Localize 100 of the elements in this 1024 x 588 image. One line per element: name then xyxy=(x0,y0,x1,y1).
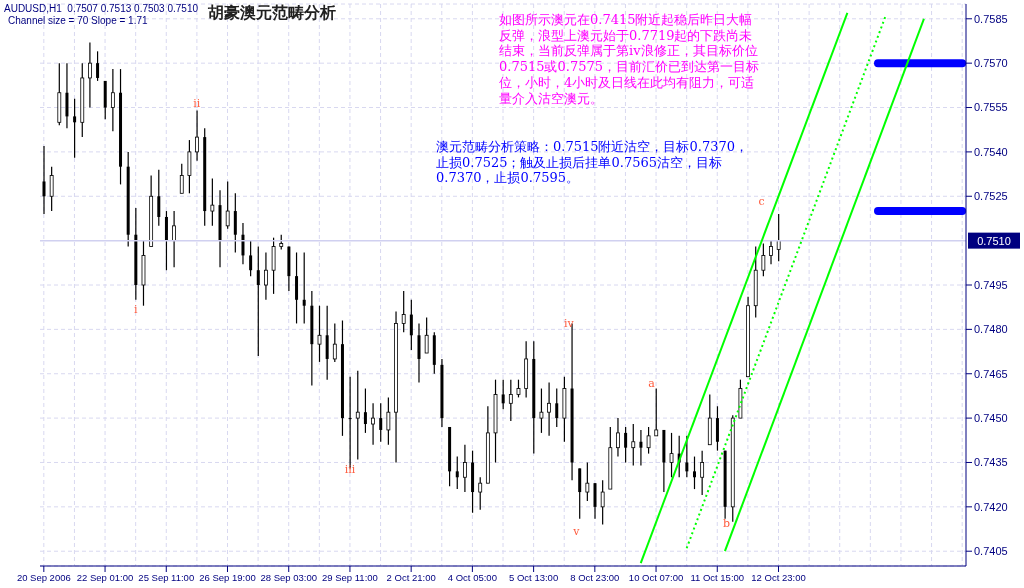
chart-title: 胡豪澳元范畴分析 xyxy=(208,3,336,24)
candlestick xyxy=(539,387,544,434)
candlestick xyxy=(210,177,215,227)
candlestick xyxy=(631,423,636,467)
candlestick xyxy=(379,402,383,443)
candlestick xyxy=(49,166,54,212)
x-tick-label: 4 Oct 05:00 xyxy=(447,571,497,583)
candlestick xyxy=(302,251,306,325)
annotation: Channel size = 70 Slope = 1.71 xyxy=(8,15,148,27)
candlestick xyxy=(317,305,322,363)
candlestick xyxy=(264,251,268,301)
candlestick xyxy=(600,479,605,526)
candlestick xyxy=(271,237,276,295)
candlestick xyxy=(693,455,696,490)
candlestick xyxy=(501,379,505,410)
candlestick xyxy=(325,305,329,381)
annotation: i xyxy=(132,303,139,316)
y-tick-label: 0.7495 xyxy=(974,278,1008,291)
candlestick xyxy=(769,240,773,265)
annotation: AUDUSD,H1 0.7507 0.7513 0.7503 0.7510 xyxy=(4,3,199,15)
annotation: v xyxy=(572,525,581,538)
x-tick-label: 5 Oct 13:00 xyxy=(509,571,559,583)
x-tick-label: 12 Oct 23:00 xyxy=(751,571,806,583)
candlestick xyxy=(654,387,659,437)
annotation: 如图所示澳元在0.7415附近起稳后昨日大幅反弹，浪型上澳元始于0.7719起的下跌尚未结束，当前反弹属于第iv浪修正，其目标价位0.7515或0.7575，目前汇价已到达第一目标位，小时，4小时及日线在此均有阻力，可适量介入沽空澳元。 xyxy=(499,12,760,107)
candlestick xyxy=(424,316,429,354)
x-tick-label: 26 Sep 19:00 xyxy=(199,571,256,583)
candlestick xyxy=(363,387,367,434)
candlestick xyxy=(715,405,719,452)
candlestick xyxy=(172,210,176,268)
candlestick xyxy=(761,242,766,277)
y-tick-label: 0.7465 xyxy=(974,367,1008,380)
candlestick xyxy=(225,180,230,230)
candlestick xyxy=(241,222,245,265)
x-tick-label: 2 Oct 21:00 xyxy=(386,571,436,583)
candlestick xyxy=(157,169,161,227)
x-tick-label: 25 Sep 11:00 xyxy=(138,571,195,583)
candlestick xyxy=(401,290,406,333)
candlestick xyxy=(233,192,237,254)
candlestick xyxy=(624,426,628,464)
candlestick xyxy=(593,482,597,520)
x-tick-label: 29 Sep 11:00 xyxy=(322,571,378,583)
candlestick xyxy=(96,50,100,82)
candlestick xyxy=(508,379,513,422)
candlestick xyxy=(417,322,421,384)
annotation: c xyxy=(757,195,766,208)
y-tick-label: 0.7525 xyxy=(974,190,1008,203)
y-tick-label: 0.7555 xyxy=(974,101,1008,114)
y-tick-label: 0.7435 xyxy=(974,456,1008,469)
candlestick xyxy=(355,370,360,461)
candlestick xyxy=(187,139,192,194)
candlestick xyxy=(547,382,551,437)
y-tick-label: 0.7585 xyxy=(974,12,1008,25)
candlestick xyxy=(249,240,253,277)
y-tick-label: 0.7420 xyxy=(974,500,1008,513)
y-tick-label: 0.7570 xyxy=(974,57,1008,70)
annotation: iii xyxy=(343,463,357,476)
candlestick xyxy=(455,455,459,490)
candlestick xyxy=(776,213,781,262)
x-tick-label: 28 Sep 03:00 xyxy=(260,571,317,583)
candlestick xyxy=(646,426,651,455)
x-tick-label: 11 Oct 15:00 xyxy=(690,571,745,583)
annotation: iv xyxy=(562,317,575,330)
annotation: 澳元范畴分析策略：0.7515附近沽空，目标0.7370，止损0.7525；触及止损后挂单0.7565沽空，目标0.7370，止损0.7595。 xyxy=(436,139,749,187)
candlestick xyxy=(555,387,559,428)
candlestick xyxy=(65,62,69,129)
candlestick xyxy=(179,163,184,194)
candlestick xyxy=(478,476,483,511)
candlestick xyxy=(256,245,260,357)
candlestick xyxy=(409,299,413,351)
candlestick xyxy=(669,432,674,478)
candlestick xyxy=(110,68,115,132)
x-tick-label: 22 Sep 01:00 xyxy=(76,571,134,583)
candlestick xyxy=(386,396,391,446)
annotation: ii xyxy=(192,97,202,110)
candlestick xyxy=(700,450,705,496)
ref-line-label: 0.7510 xyxy=(977,234,1011,247)
y-tick-label: 0.7450 xyxy=(974,412,1008,425)
candlestick xyxy=(42,145,46,215)
y-tick-label: 0.7540 xyxy=(974,145,1008,158)
annotation: a xyxy=(647,377,656,390)
x-tick-label: 20 Sep 2006 xyxy=(16,571,71,583)
candlestick xyxy=(88,41,92,109)
candlestick xyxy=(73,98,77,159)
candlestick xyxy=(164,210,168,271)
y-tick-label: 0.7480 xyxy=(974,323,1008,336)
candlestick xyxy=(332,322,337,363)
candlestick xyxy=(639,429,643,467)
candlestick xyxy=(195,109,199,162)
annotation: b xyxy=(721,517,731,530)
candlestick xyxy=(685,435,689,478)
candlestick xyxy=(295,251,299,325)
candlestick xyxy=(578,467,582,520)
candlestick xyxy=(585,461,590,502)
candlestick xyxy=(616,417,620,458)
candlestick xyxy=(463,444,467,493)
x-tick-label: 8 Oct 23:00 xyxy=(570,571,620,583)
y-tick-label: 0.7405 xyxy=(974,545,1008,558)
candlestick xyxy=(371,402,375,446)
x-tick-label: 10 Oct 07:00 xyxy=(628,571,684,583)
